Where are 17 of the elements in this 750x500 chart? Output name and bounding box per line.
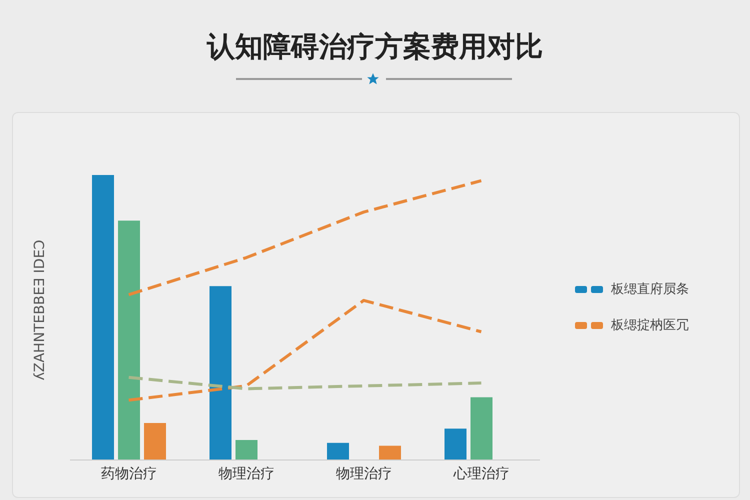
legend-label: 板缌掟枘医冗 <box>611 317 689 334</box>
x-tick-label: 物理治疗 <box>336 466 392 482</box>
x-tick-label: 心理治疗 <box>452 466 510 482</box>
legend-label: 板缌直府屃条 <box>611 281 689 298</box>
x-tick-label: 药物治疗 <box>100 466 157 482</box>
chart-title: 认知障碍治疗方案费用对比 <box>206 29 544 65</box>
bar <box>144 422 166 460</box>
bar <box>118 220 140 460</box>
bar <box>210 286 232 460</box>
y-axis-title: ʎZAHNTEBBEƎ IDEƆ <box>32 240 48 380</box>
bar <box>327 442 349 460</box>
bar <box>470 397 492 460</box>
bar <box>92 175 114 460</box>
bar <box>444 428 466 460</box>
bar <box>379 446 401 460</box>
x-tick-label: 物理治疗 <box>218 466 274 482</box>
bar <box>236 440 258 460</box>
